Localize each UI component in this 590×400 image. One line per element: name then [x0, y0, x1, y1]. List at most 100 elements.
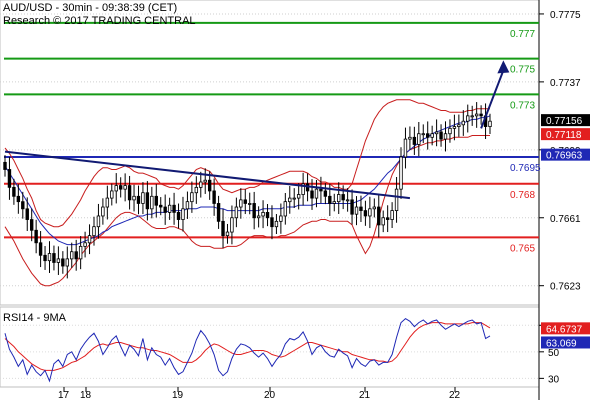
price-badge-label: 0.77118	[546, 130, 582, 141]
rsi-lines	[4, 317, 491, 383]
candle-body	[21, 201, 25, 210]
candle-body	[150, 195, 154, 210]
candle-body	[65, 258, 69, 267]
candle-body	[96, 215, 101, 228]
candle-body	[301, 183, 305, 195]
candle-body	[443, 133, 448, 140]
candle-body	[243, 199, 247, 204]
candle-body	[274, 220, 279, 228]
candle-body	[70, 251, 74, 260]
level-lines: 0.777 0.775 0.773 0.7695 0.768 0.765	[4, 21, 541, 254]
price-tick-label: 0.7661	[550, 214, 581, 225]
candle-body	[43, 254, 47, 262]
price-badges: 0.77156 0.77118 0.76963	[541, 114, 590, 162]
candle-body	[270, 217, 274, 228]
candle-body	[56, 258, 61, 263]
candle-body	[185, 201, 190, 210]
candle-body	[332, 201, 336, 204]
candle-body	[194, 186, 199, 194]
level-label: 0.7695	[510, 163, 541, 174]
chart-title: AUD/USD - 30min - 09:38:39 (CET)	[3, 2, 178, 14]
candle-body	[7, 169, 12, 188]
candle-body	[167, 204, 172, 213]
level-label: 0.765	[510, 243, 535, 254]
candle-body	[25, 208, 29, 220]
candle-body	[439, 131, 443, 140]
candle-body	[234, 206, 239, 219]
price-tick-label: 0.7623	[550, 282, 581, 293]
candle-body	[345, 199, 350, 202]
candle-body	[176, 211, 181, 220]
candle-body	[354, 206, 359, 215]
forecast-arrowhead	[497, 60, 510, 74]
candle-body	[203, 179, 207, 183]
candle-body	[430, 133, 434, 138]
candle-body	[296, 194, 301, 199]
candle-body	[230, 217, 234, 233]
candle-body	[163, 206, 167, 213]
candle-body	[283, 201, 288, 217]
candle-body	[216, 203, 221, 222]
candle-body	[434, 131, 439, 135]
candle-body	[101, 206, 105, 217]
price-badge-label: 0.76963	[546, 151, 583, 162]
candle-body	[221, 220, 225, 237]
chart-copyright: Research © 2017 TRADING CENTRAL	[3, 15, 196, 27]
time-tick-label: 17	[58, 390, 70, 400]
rsi-badge-label: 63.069	[546, 338, 577, 349]
candle-body	[34, 229, 38, 244]
candle-body	[466, 115, 470, 122]
candle-body	[328, 195, 332, 204]
candle-body	[368, 208, 372, 217]
rsi-badges: 64.6737 63.069	[541, 322, 590, 349]
candle-body	[12, 186, 16, 197]
time-tick-label: 19	[172, 390, 184, 400]
candle-body	[252, 203, 256, 219]
candle-body	[385, 217, 390, 220]
candle-body	[403, 138, 408, 158]
candle-body	[256, 215, 261, 219]
candle-body	[426, 133, 430, 138]
time-tick-label: 18	[80, 390, 92, 400]
candle-body	[74, 251, 78, 260]
candle-body	[29, 219, 34, 231]
price-badge	[541, 114, 590, 127]
candle-body	[207, 179, 212, 192]
level-label: 0.768	[510, 190, 535, 201]
candle-body	[412, 136, 417, 145]
candle-body	[292, 197, 296, 200]
candle-body	[127, 185, 132, 201]
candle-body	[381, 217, 385, 226]
candle-body	[421, 133, 425, 136]
candle-body	[390, 210, 394, 220]
candle-body	[474, 113, 479, 117]
candle-body	[394, 188, 399, 212]
candle-body	[87, 235, 92, 244]
candle-body	[47, 253, 52, 262]
time-tick-label: 21	[359, 390, 371, 400]
candle-body	[261, 211, 265, 217]
candle-body	[310, 190, 314, 199]
moving-average	[4, 115, 491, 246]
bollinger-upper	[4, 99, 490, 228]
price-badge	[541, 148, 590, 161]
candle-body	[136, 195, 141, 204]
candle-body	[363, 210, 368, 217]
candle-body	[359, 206, 363, 212]
candle-body	[323, 190, 328, 197]
candle-body	[372, 206, 377, 210]
candle-body	[105, 197, 110, 208]
bollinger-bands	[4, 99, 491, 287]
candle-body	[457, 124, 461, 127]
candle-body	[114, 185, 118, 192]
candle-body	[159, 204, 163, 208]
time-tick-label: 20	[264, 390, 276, 400]
rsi-ma-line	[4, 322, 491, 371]
candle-body	[225, 231, 230, 237]
candle-body	[461, 120, 466, 126]
candle-body	[38, 242, 43, 256]
rsi-tick-label: 50	[548, 348, 560, 359]
trendline	[4, 150, 411, 200]
level-label: 0.773	[510, 100, 535, 111]
